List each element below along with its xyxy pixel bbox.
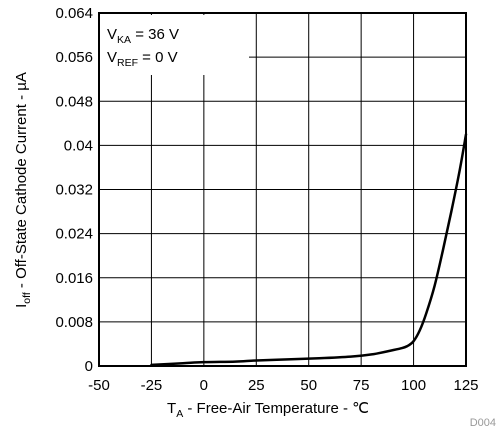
x-tick-label: 100 bbox=[401, 377, 426, 394]
y-tick-label: 0.048 bbox=[55, 93, 93, 110]
y-tick-label: 0.04 bbox=[64, 137, 93, 154]
series-line-0 bbox=[150, 133, 468, 367]
y-tick-label: 0.056 bbox=[55, 49, 93, 66]
annotation-vref: VREF = 0 V bbox=[107, 49, 178, 69]
y-tick-label: 0 bbox=[85, 358, 93, 375]
y-tick-label: 0.016 bbox=[55, 270, 93, 287]
x-tick-label: 25 bbox=[248, 377, 265, 394]
x-tick-label: -50 bbox=[88, 377, 110, 394]
grid-lines bbox=[99, 13, 466, 366]
x-tick-label: 75 bbox=[353, 377, 370, 394]
x-tick-label: 125 bbox=[453, 377, 478, 394]
series-layer bbox=[150, 133, 468, 367]
figure-code: D004 bbox=[470, 417, 496, 429]
annotation-vka: VKA = 36 V bbox=[107, 26, 179, 46]
tick-labels: -50 -25 0 25 50 75 100 125 0 0.008 0.016 0.024 0.032… bbox=[55, 5, 478, 394]
x-axis-label: TA - Free-Air Temperature - ℃ bbox=[167, 400, 369, 420]
plot-frame bbox=[98, 12, 467, 367]
annotation-background bbox=[99, 15, 249, 75]
y-tick-label: 0.008 bbox=[55, 314, 93, 331]
y-axis-label: Ioff - Off-State Cathode Current - µA bbox=[13, 72, 33, 308]
x-tick-label: -25 bbox=[141, 377, 163, 394]
y-tick-label: 0.024 bbox=[55, 226, 93, 243]
y-tick-label: 0.064 bbox=[55, 5, 93, 22]
x-tick-label: 50 bbox=[300, 377, 317, 394]
x-tick-label: 0 bbox=[200, 377, 208, 394]
y-tick-label: 0.032 bbox=[55, 182, 93, 199]
